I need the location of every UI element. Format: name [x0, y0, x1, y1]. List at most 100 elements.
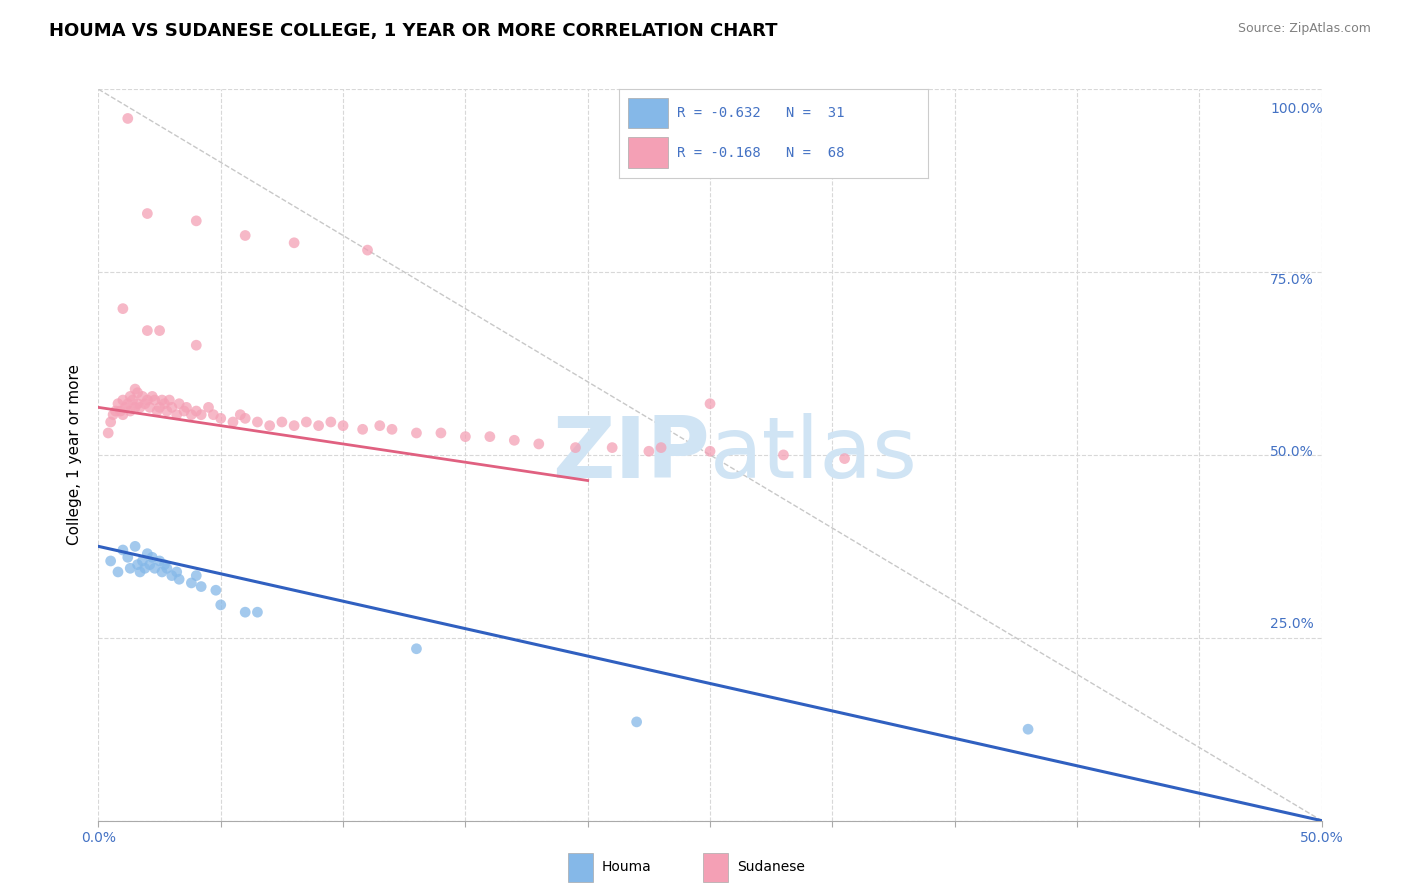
- Point: [200, 385, 222, 400]
- Point: [295, 409, 318, 423]
- Point: [775, 443, 797, 458]
- Point: [339, 416, 361, 430]
- Point: [447, 625, 470, 640]
- Point: [186, 533, 209, 547]
- Point: [339, 244, 361, 259]
- Text: R = -0.168   N =  68: R = -0.168 N = 68: [678, 145, 845, 160]
- Point: [295, 237, 318, 252]
- Point: [269, 570, 291, 584]
- Point: [224, 546, 246, 561]
- Point: [200, 546, 222, 561]
- Point: [247, 564, 270, 578]
- Point: [193, 388, 215, 402]
- Point: [405, 251, 427, 265]
- Point: [252, 557, 274, 571]
- Point: [211, 546, 233, 561]
- Point: [197, 529, 219, 543]
- Text: atlas: atlas: [721, 409, 928, 492]
- Point: [188, 399, 211, 413]
- Point: [644, 694, 666, 708]
- Point: [200, 395, 222, 409]
- Point: [184, 402, 207, 417]
- Point: [197, 399, 219, 413]
- Point: [284, 412, 307, 426]
- Point: [307, 412, 329, 426]
- Point: [666, 436, 689, 450]
- Point: [181, 395, 204, 409]
- Point: [208, 217, 231, 231]
- Point: [291, 406, 314, 420]
- Point: [208, 326, 231, 341]
- Point: [256, 406, 278, 420]
- Point: [267, 406, 290, 420]
- Point: [215, 549, 238, 564]
- Point: [710, 395, 733, 409]
- Point: [201, 553, 224, 567]
- Point: [993, 701, 1015, 715]
- Point: [252, 402, 274, 417]
- Point: [295, 591, 318, 606]
- Point: [180, 402, 202, 417]
- Point: [240, 402, 263, 417]
- Point: [211, 399, 233, 413]
- Point: [204, 388, 226, 402]
- Point: [492, 426, 515, 441]
- Text: Houma: Houma: [602, 861, 651, 874]
- Point: [231, 557, 253, 571]
- Point: [208, 392, 231, 406]
- Point: [186, 306, 209, 320]
- Point: [256, 567, 278, 582]
- Point: [470, 423, 492, 437]
- Point: [235, 406, 257, 420]
- Point: [176, 543, 198, 558]
- Point: [621, 436, 644, 450]
- Point: [219, 399, 242, 413]
- Text: R = -0.632   N =  31: R = -0.632 N = 31: [678, 106, 845, 120]
- Point: [219, 543, 242, 558]
- Point: [415, 416, 437, 430]
- Point: [382, 416, 405, 430]
- Point: [191, 540, 214, 554]
- Text: HOUMA VS SUDANESE COLLEGE, 1 YEAR OR MORE CORRELATION CHART: HOUMA VS SUDANESE COLLEGE, 1 YEAR OR MOR…: [49, 22, 778, 40]
- Point: [193, 402, 215, 417]
- Point: [228, 392, 250, 406]
- Text: Sudanese: Sudanese: [737, 861, 804, 874]
- Point: [252, 340, 274, 354]
- Point: [221, 553, 243, 567]
- Point: [212, 540, 235, 554]
- Point: [193, 549, 215, 564]
- Point: [197, 382, 219, 396]
- Point: [252, 224, 274, 238]
- Point: [217, 402, 239, 417]
- Point: [589, 436, 612, 450]
- Point: [186, 392, 209, 406]
- Point: [247, 406, 270, 420]
- Point: [447, 423, 470, 437]
- Point: [235, 553, 257, 567]
- Point: [204, 543, 226, 558]
- Point: [655, 440, 678, 454]
- Point: [243, 399, 266, 413]
- Point: [181, 553, 204, 567]
- Point: [224, 395, 246, 409]
- Point: [426, 419, 449, 434]
- Point: [219, 326, 242, 341]
- FancyBboxPatch shape: [703, 854, 728, 881]
- Point: [307, 591, 329, 606]
- Point: [173, 423, 195, 437]
- Point: [177, 406, 200, 420]
- Text: ZIP: ZIP: [562, 409, 721, 492]
- Point: [225, 402, 247, 417]
- Point: [328, 412, 350, 426]
- Point: [263, 399, 285, 413]
- Point: [350, 412, 373, 426]
- Point: [176, 412, 198, 426]
- Point: [225, 549, 247, 564]
- Point: [191, 395, 214, 409]
- Y-axis label: College, 1 year or more: College, 1 year or more: [67, 360, 83, 541]
- Point: [710, 440, 733, 454]
- Point: [274, 584, 297, 599]
- FancyBboxPatch shape: [628, 137, 668, 168]
- Point: [201, 399, 224, 413]
- Point: [830, 447, 852, 461]
